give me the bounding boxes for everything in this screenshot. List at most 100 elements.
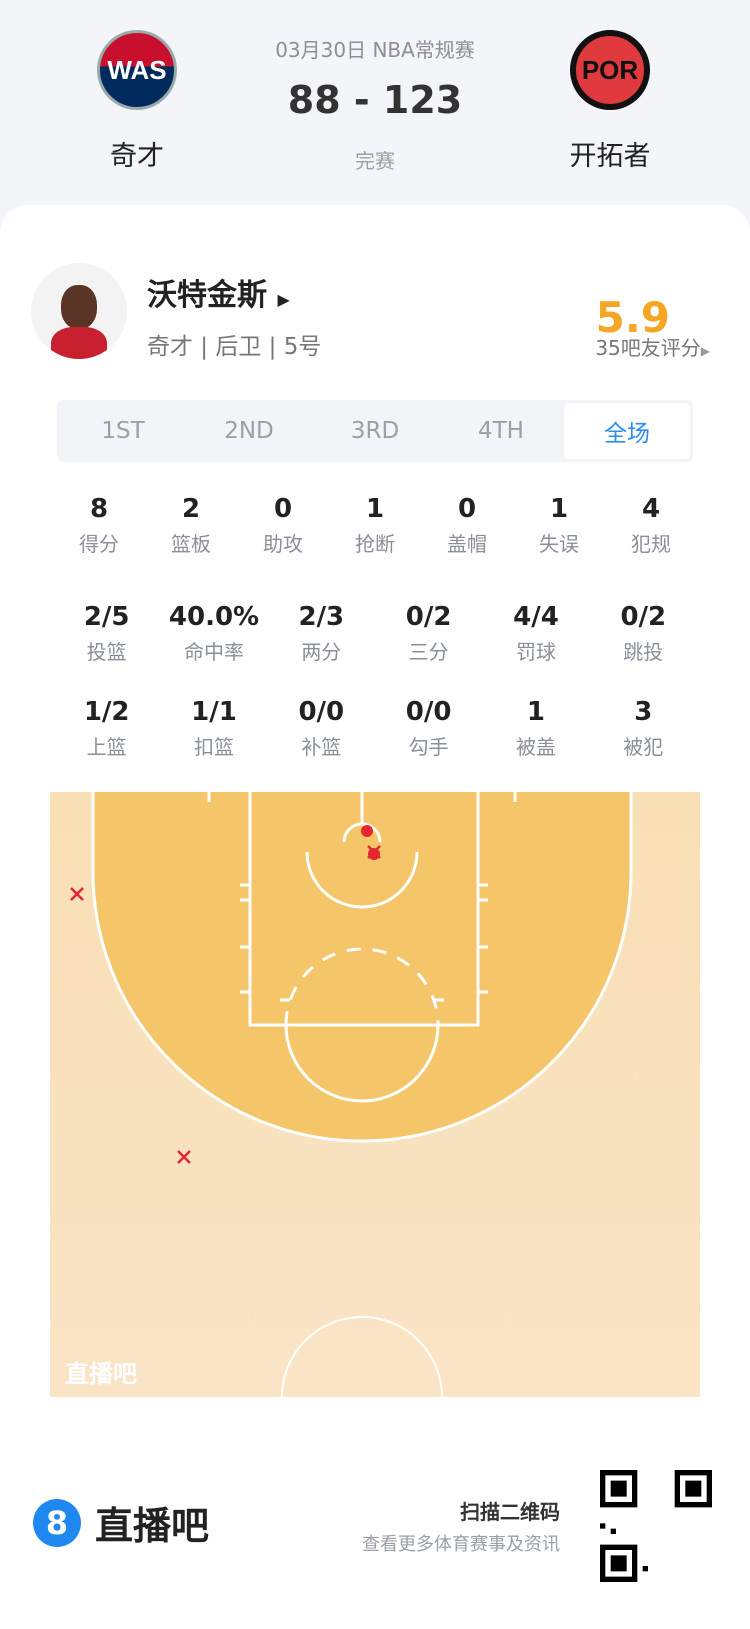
stat-value: 1/1 xyxy=(191,697,237,727)
home-team-name: 奇才 xyxy=(110,141,164,172)
rating-link[interactable]: 35吧友评分▶ xyxy=(500,332,710,361)
stat-item: 1 抢断 xyxy=(329,494,421,557)
stat-item: 2/5 投篮 xyxy=(53,602,160,665)
tab-3rd[interactable]: 3RD xyxy=(350,418,400,444)
home-team[interactable]: WAS 奇才 xyxy=(57,30,217,173)
stat-value: 0/2 xyxy=(405,602,452,632)
stat-item: 1 被盖 xyxy=(482,697,589,760)
player-meta: 奇才 | 后卫 | 5号 xyxy=(147,334,322,360)
stat-label: 犯规 xyxy=(631,532,671,556)
stat-value: 1 xyxy=(549,494,569,524)
stat-value: 4 xyxy=(641,494,661,524)
stat-value: 3 xyxy=(634,697,653,727)
stat-item: 0 助攻 xyxy=(237,494,329,557)
tab-2nd[interactable]: 2ND xyxy=(224,418,274,444)
stat-label: 被盖 xyxy=(515,735,556,759)
away-team-name: 开拓者 xyxy=(569,141,651,172)
footer-brand: 8 直播吧 xyxy=(33,1495,209,1550)
player-rating: 5.9 xyxy=(595,293,670,342)
stat-value: 1/2 xyxy=(83,697,130,727)
period-tabs: 1ST 2ND 3RD 4TH 全场 xyxy=(57,400,693,462)
stat-value: 0 xyxy=(457,494,477,524)
stat-label: 两分 xyxy=(301,640,342,664)
stat-item: 1/2 上篮 xyxy=(53,697,160,760)
watermark: 直播吧 xyxy=(65,1360,137,1388)
stat-label: 抢断 xyxy=(355,532,395,556)
stat-item: 2/3 两分 xyxy=(268,602,375,665)
stat-item: 4 犯规 xyxy=(605,494,697,557)
date-league: 03月30日 NBA常规赛 xyxy=(275,38,475,62)
stat-label: 篮板 xyxy=(171,532,211,556)
caret-right-icon: ▶ xyxy=(277,290,290,309)
stat-label: 助攻 xyxy=(263,532,303,556)
rating-label: 35吧友评分 xyxy=(595,336,701,360)
stat-label: 投篮 xyxy=(86,640,127,664)
por-logo: POR xyxy=(570,30,650,110)
stat-label: 上篮 xyxy=(86,735,127,759)
stat-label: 补篮 xyxy=(301,735,342,759)
stat-value: 40.0% xyxy=(168,602,260,632)
player-name: 沃特金斯 xyxy=(147,278,267,313)
three-point-line xyxy=(91,792,633,1143)
stat-value: 1 xyxy=(526,697,546,727)
player-avatar[interactable] xyxy=(31,263,127,359)
stat-item: 0/0 勾手 xyxy=(375,697,482,760)
stat-label: 盖帽 xyxy=(447,532,487,556)
stat-item: 0 盖帽 xyxy=(421,494,513,557)
stat-label: 勾手 xyxy=(408,735,449,759)
stat-label: 扣篮 xyxy=(193,735,234,759)
score: 88 - 123 xyxy=(287,78,463,122)
caret-right-icon: ▶ xyxy=(700,344,710,358)
stat-value: 0 xyxy=(273,494,293,524)
stat-item: 0/2 跳投 xyxy=(590,602,697,665)
away-team[interactable]: POR 开拓者 xyxy=(530,30,690,173)
center-circle xyxy=(281,1316,443,1397)
stat-item: 1/1 扣篮 xyxy=(160,697,267,760)
stat-value: 0/0 xyxy=(298,697,345,727)
qr-code[interactable] xyxy=(600,1470,712,1582)
stat-item: 40.0% 命中率 xyxy=(160,602,267,665)
stat-value: 2/5 xyxy=(83,602,130,632)
tab-4th[interactable]: 4TH xyxy=(478,418,524,444)
scan-qr-label: 扫描二维码 xyxy=(460,1500,560,1524)
stat-value: 0/0 xyxy=(405,697,452,727)
footer-subtitle: 查看更多体育赛事及资讯 xyxy=(362,1534,560,1555)
stats-row-shot-types: 1/2 上篮 1/1 扣篮 0/0 补篮 0/0 勾手 1 被盖 3 被犯 xyxy=(53,697,697,760)
stat-label: 三分 xyxy=(408,640,449,664)
stat-item: 8 得分 xyxy=(53,494,145,557)
player-name-link[interactable]: 沃特金斯 ▶ xyxy=(147,270,290,314)
shot-chart: 直播吧 xyxy=(50,792,700,1397)
tab-full-game[interactable]: 全场 xyxy=(564,403,690,459)
brand-name: 直播吧 xyxy=(95,1504,210,1548)
tab-1st[interactable]: 1ST xyxy=(101,418,145,444)
stat-value: 2 xyxy=(181,494,201,524)
stat-value: 4/4 xyxy=(513,602,559,632)
stats-row-basic: 8 得分 2 篮板 0 助攻 1 抢断 0 盖帽 1 失误 4 犯规 xyxy=(53,494,697,557)
stat-value: 0/2 xyxy=(620,602,667,632)
shot-made xyxy=(361,825,373,837)
was-logo: WAS xyxy=(97,30,177,110)
shot-made xyxy=(368,848,380,860)
stat-label: 得分 xyxy=(79,532,119,556)
stat-label: 被犯 xyxy=(623,735,664,759)
three-point-area xyxy=(93,792,631,1141)
stat-label: 罚球 xyxy=(515,640,556,664)
stats-row-shooting: 2/5 投篮 40.0% 命中率 2/3 两分 0/2 三分 4/4 罚球 0/2 跳投 xyxy=(53,602,697,665)
stat-value: 1 xyxy=(365,494,385,524)
stat-item: 0/0 补篮 xyxy=(268,697,375,760)
brand-8-icon: 8 xyxy=(33,1498,81,1547)
shot-missed xyxy=(177,1150,191,1164)
stat-value: 2/3 xyxy=(298,602,345,632)
stat-item: 2 篮板 xyxy=(145,494,237,557)
stat-label: 命中率 xyxy=(183,640,244,664)
stat-item: 0/2 三分 xyxy=(375,602,482,665)
paint xyxy=(248,792,480,1027)
shot-missed xyxy=(367,845,381,859)
stat-item: 3 被犯 xyxy=(590,697,697,760)
shot-missed xyxy=(70,887,84,901)
stat-item: 4/4 罚球 xyxy=(482,602,589,665)
stat-label: 失误 xyxy=(539,532,579,556)
restricted-arc xyxy=(342,822,382,843)
stat-label: 跳投 xyxy=(623,640,664,664)
game-status: 完赛 xyxy=(355,149,395,173)
